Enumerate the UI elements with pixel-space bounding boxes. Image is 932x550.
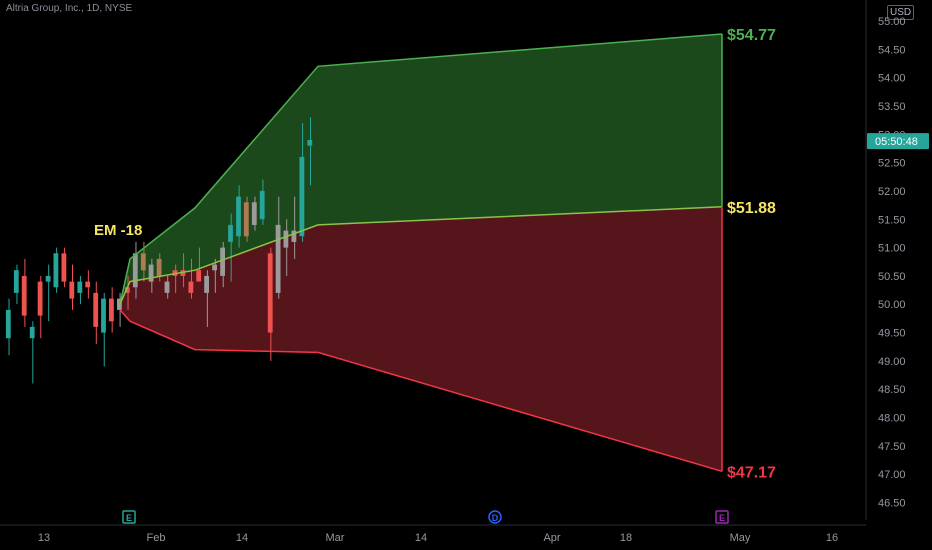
candle-body[interactable] <box>307 140 313 146</box>
event-marker[interactable] <box>122 510 136 524</box>
candle-body[interactable] <box>109 298 114 322</box>
x-tick-label: 14 <box>415 532 427 544</box>
event-marker[interactable] <box>715 510 729 524</box>
candle-body[interactable] <box>196 270 202 282</box>
x-tick-label: 14 <box>236 532 248 544</box>
candle-body[interactable] <box>29 326 35 339</box>
y-tick-label: 51.00 <box>878 243 906 255</box>
upper-band-line <box>119 33 723 305</box>
x-tick-label: Mar <box>326 532 345 544</box>
upper-target-label: $54.77 <box>727 27 776 44</box>
event-marker-label: E <box>719 513 725 523</box>
y-tick-label: 55.00 <box>878 16 906 28</box>
y-tick-label: 47.00 <box>878 469 906 481</box>
y-tick-label: 50.00 <box>878 299 906 311</box>
y-tick-label: 48.00 <box>878 413 906 425</box>
candle-body[interactable] <box>212 264 217 271</box>
candle-body[interactable] <box>69 281 75 299</box>
x-tick-label: 18 <box>620 532 632 544</box>
upper-move-zone <box>120 34 722 305</box>
candle-body[interactable] <box>204 275 209 293</box>
candle-body[interactable] <box>164 281 170 293</box>
center-band-line <box>119 206 723 305</box>
y-tick-label: 54.00 <box>878 73 906 85</box>
candle-body[interactable] <box>283 230 289 248</box>
candle-body[interactable] <box>156 258 162 276</box>
y-tick-label: 49.00 <box>878 356 906 368</box>
candle-body[interactable] <box>140 253 146 271</box>
em-annotation: EM -18 <box>94 222 142 239</box>
y-tick-label: 54.50 <box>878 44 906 56</box>
candle-body[interactable] <box>148 264 154 282</box>
center-target-label: $51.88 <box>727 200 776 217</box>
candle-body[interactable] <box>53 253 59 288</box>
candle-body[interactable] <box>37 281 43 316</box>
candle-body[interactable] <box>93 292 99 327</box>
candle-body[interactable] <box>13 270 19 293</box>
x-tick-label: 16 <box>826 532 838 544</box>
candle-body[interactable] <box>77 281 83 293</box>
lower-target-label: $47.17 <box>727 464 776 481</box>
y-tick-label: 52.50 <box>878 158 906 170</box>
y-tick-label: 52.00 <box>878 186 906 198</box>
y-tick-label: 47.50 <box>878 441 906 453</box>
candle-body[interactable] <box>117 298 122 310</box>
candle-body[interactable] <box>228 224 233 242</box>
x-tick-label: May <box>730 532 751 544</box>
candle-body[interactable] <box>259 190 265 220</box>
price-tag[interactable] <box>867 133 929 150</box>
y-tick-label: 49.50 <box>878 328 906 340</box>
candle-body[interactable] <box>251 202 257 225</box>
candle-body[interactable] <box>21 275 27 316</box>
candle-body[interactable] <box>132 253 138 288</box>
lower-band-line <box>119 309 723 473</box>
candle-body[interactable] <box>299 156 305 237</box>
candle-body[interactable] <box>5 309 11 339</box>
currency-badge[interactable]: USD <box>887 5 915 20</box>
candle-body[interactable] <box>220 247 225 276</box>
event-marker[interactable] <box>488 510 502 524</box>
candle-body[interactable] <box>188 281 194 293</box>
candle-body[interactable] <box>61 253 67 282</box>
x-tick-label: Feb <box>147 532 166 544</box>
event-marker-label: E <box>126 513 132 523</box>
candle-body[interactable] <box>236 196 241 237</box>
y-tick-label: 53.50 <box>878 101 906 113</box>
y-tick-label: 48.50 <box>878 384 906 396</box>
event-marker-label: D <box>492 513 499 523</box>
chart-title: Altria Group, Inc., 1D, NYSE <box>6 3 133 14</box>
x-tick-label: 13 <box>38 532 50 544</box>
candle-body[interactable] <box>267 253 273 333</box>
x-tick-label: Apr <box>543 532 560 544</box>
candle-body[interactable] <box>85 281 91 288</box>
y-tick-label: 50.50 <box>878 271 906 283</box>
candle-body[interactable] <box>101 298 106 333</box>
candle-body[interactable] <box>124 287 130 293</box>
y-tick-label: 51.50 <box>878 214 906 226</box>
candle-body[interactable] <box>275 224 281 293</box>
candle-body[interactable] <box>291 230 297 242</box>
price-tag-time: 05:50:48 <box>875 136 918 148</box>
candle-body[interactable] <box>45 275 51 282</box>
candle-body[interactable] <box>243 202 249 237</box>
y-tick-label: 46.50 <box>878 498 906 510</box>
